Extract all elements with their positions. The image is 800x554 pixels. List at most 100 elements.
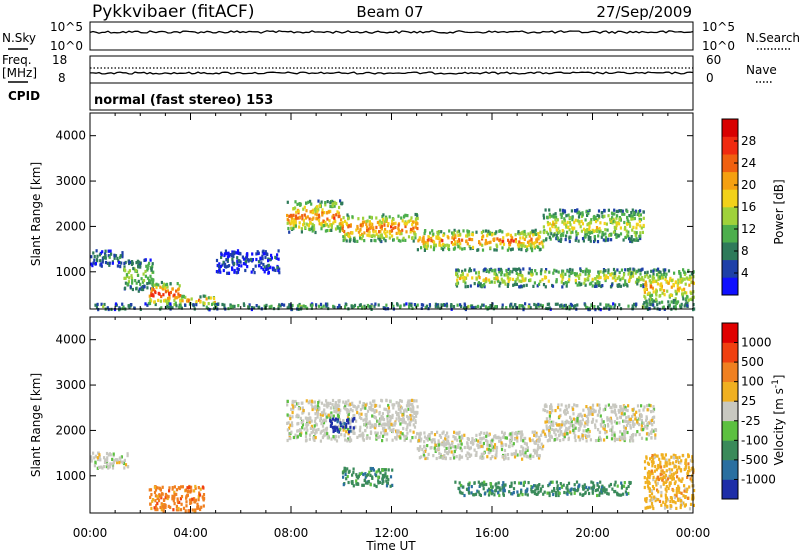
data-cell-7 xyxy=(515,240,518,244)
data-cell-5 xyxy=(292,222,295,226)
data-cell-7 xyxy=(499,242,502,246)
data-cell-3 xyxy=(518,431,521,435)
data-cell-7 xyxy=(433,243,436,247)
data-cell-6 xyxy=(342,216,345,220)
data-cell-8 xyxy=(562,211,565,215)
data-cell-7 xyxy=(665,485,668,489)
data-cell-6 xyxy=(377,236,380,240)
data-cell-1 xyxy=(178,500,181,504)
data-cell-9 xyxy=(583,281,586,285)
data-cell-5 xyxy=(336,210,339,214)
data-cell-5 xyxy=(367,479,370,484)
data-cell-1 xyxy=(166,496,169,501)
data-cell-4 xyxy=(601,420,604,425)
data-cell-2 xyxy=(308,416,311,420)
data-cell-7 xyxy=(482,229,485,233)
data-cell-3 xyxy=(482,436,485,440)
data-cell-9 xyxy=(567,280,570,284)
data-cell-9 xyxy=(539,279,542,283)
data-cell-7 xyxy=(437,233,440,237)
data-cell-5 xyxy=(371,467,374,471)
data-cell-11 xyxy=(472,306,475,310)
data-cell-1 xyxy=(196,506,199,510)
velocity-scatter xyxy=(90,398,696,513)
data-cell-7 xyxy=(668,467,671,472)
data-cell-5 xyxy=(377,481,380,485)
data-cell-8 xyxy=(588,224,591,228)
data-cell-8 xyxy=(555,220,558,224)
data-cell-2 xyxy=(411,402,414,407)
data-cell-9 xyxy=(642,285,645,289)
data-cell-2 xyxy=(173,302,176,307)
data-cell-2 xyxy=(308,420,311,424)
data-cell-7 xyxy=(651,464,654,468)
data-cell-11 xyxy=(674,305,677,309)
data-cell-9 xyxy=(522,279,525,283)
data-cell-6 xyxy=(511,492,514,496)
data-cell-0 xyxy=(93,255,96,259)
data-cell-2 xyxy=(316,410,319,414)
data-cell-6 xyxy=(584,490,587,494)
data-cell-10 xyxy=(660,282,663,286)
data-cell-0 xyxy=(96,254,99,258)
data-cell-9 xyxy=(464,268,467,272)
data-cell-2 xyxy=(150,299,153,303)
data-cell-4 xyxy=(636,420,639,424)
data-cell-4 xyxy=(640,404,643,408)
data-cell-11 xyxy=(608,304,611,308)
data-cell-5 xyxy=(326,200,329,204)
data-cell-5 xyxy=(330,223,333,227)
data-cell-6 xyxy=(537,490,540,494)
data-cell-7 xyxy=(643,476,646,480)
data-cell-8 xyxy=(610,238,613,242)
data-cell-6 xyxy=(378,219,382,223)
data-cell-9 xyxy=(508,269,511,274)
data-cell-6 xyxy=(382,213,385,217)
data-cell-0 xyxy=(90,262,93,266)
data-cell-7 xyxy=(423,246,427,250)
data-cell-2 xyxy=(305,438,308,442)
data-cell-4 xyxy=(235,271,238,275)
data-cell-10 xyxy=(644,280,647,284)
data-cell-4 xyxy=(619,430,622,434)
data-cell-4 xyxy=(623,438,626,443)
data-cell-5 xyxy=(321,213,324,217)
data-cell-7 xyxy=(448,247,451,252)
data-cell-9 xyxy=(547,279,550,283)
data-cell-4 xyxy=(572,431,575,435)
data-cell-11 xyxy=(514,303,517,307)
data-cell-6 xyxy=(381,217,384,222)
data-cell-0 xyxy=(107,466,110,470)
data-cell-7 xyxy=(451,231,454,235)
data-cell-2 xyxy=(162,284,165,288)
data-cell-6 xyxy=(347,234,350,238)
freq-label-2: [MHz] xyxy=(2,66,37,80)
data-cell-3 xyxy=(523,454,526,458)
data-cell-4 xyxy=(550,405,553,409)
data-cell-6 xyxy=(590,480,593,484)
data-cell-1 xyxy=(146,282,149,286)
data-cell-4 xyxy=(642,428,645,432)
data-cell-10 xyxy=(650,280,653,285)
data-cell-11 xyxy=(265,303,268,307)
data-cell-1 xyxy=(154,499,157,503)
data-cell-1 xyxy=(167,504,170,508)
data-cell-3 xyxy=(524,447,527,451)
data-cell-10 xyxy=(683,270,686,274)
data-cell-2 xyxy=(338,418,341,422)
data-cell-7 xyxy=(433,240,436,244)
data-cell-4 xyxy=(559,408,562,412)
data-cell-6 xyxy=(554,491,557,495)
data-cell-2 xyxy=(347,399,350,403)
data-cell-5 xyxy=(363,478,366,483)
data-cell-0 xyxy=(90,255,93,259)
data-cell-8 xyxy=(609,217,612,222)
data-cell-6 xyxy=(463,493,466,498)
data-cell-6 xyxy=(409,230,412,234)
data-cell-5 xyxy=(357,474,360,478)
data-cell-3 xyxy=(519,450,522,454)
data-cell-7 xyxy=(684,495,687,499)
data-cell-8 xyxy=(631,228,634,232)
data-cell-9 xyxy=(529,278,532,282)
data-cell-10 xyxy=(651,286,654,290)
